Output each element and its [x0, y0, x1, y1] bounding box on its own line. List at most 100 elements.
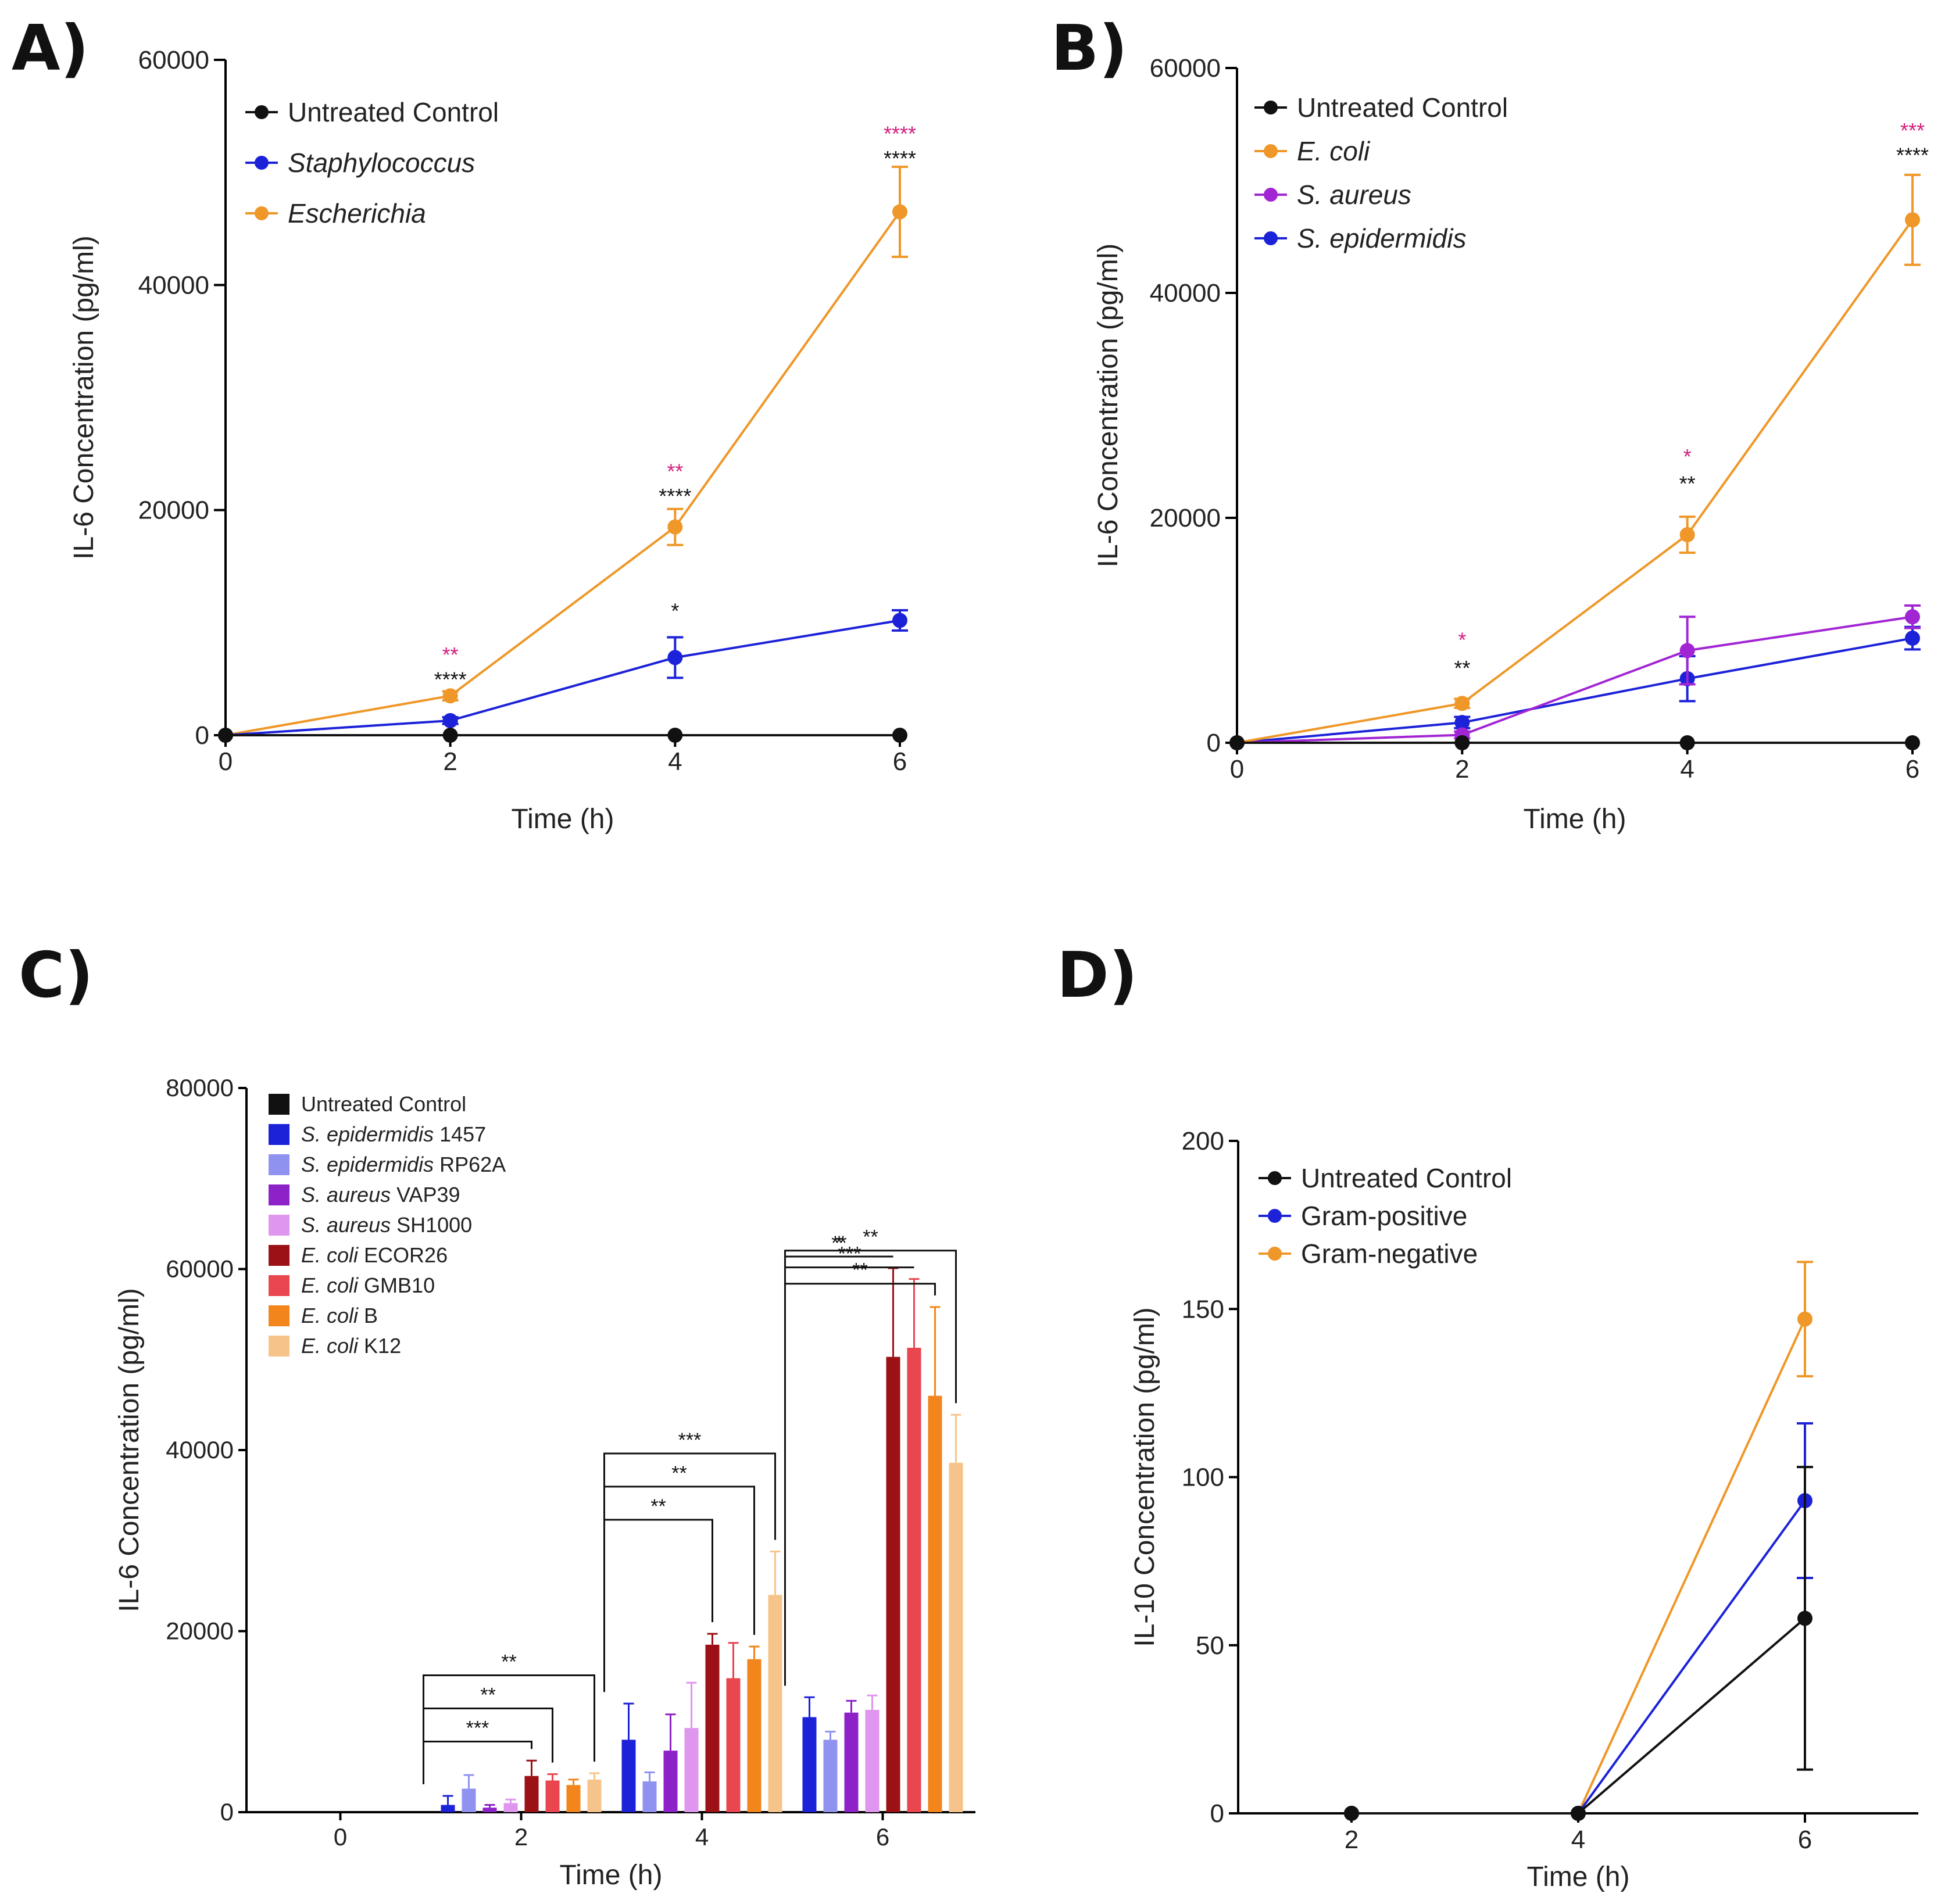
y-tick-label: 100 [1182, 1463, 1224, 1492]
significance-marker: ** [671, 1462, 687, 1484]
data-point [892, 613, 907, 628]
data-point [1679, 735, 1695, 750]
legend-strain: 1457 [434, 1122, 486, 1146]
panel-letter: A) [12, 12, 89, 85]
bar [747, 1659, 762, 1812]
significance-marker: ** [442, 643, 459, 667]
x-tick-label: 4 [695, 1823, 709, 1851]
x-tick-label: 0 [334, 1823, 347, 1851]
x-tick-label: 0 [1230, 755, 1244, 783]
data-point [667, 519, 683, 535]
series-bars-5 [524, 1267, 900, 1812]
y-tick-label: 40000 [1150, 279, 1221, 307]
bar [768, 1595, 782, 1812]
legend-label: S. epidermidis RP62A [301, 1153, 506, 1176]
x-axis-label: Time (h) [1527, 1862, 1630, 1892]
bar [705, 1644, 720, 1812]
panel-d-chart: D) 0 50 100 150 200 2 4 6 Time (h) IL-10 Concentra… [1057, 939, 1918, 1892]
significance-marker: ** [863, 1226, 878, 1248]
legend-label: Gram-negative [1301, 1239, 1478, 1269]
significance-marker: ** [501, 1651, 516, 1673]
bar [462, 1788, 476, 1812]
significance-marker: ** [650, 1495, 666, 1518]
series-line [1236, 219, 1914, 744]
series-line [1236, 637, 1913, 744]
significance-marker: ** [1679, 472, 1696, 496]
panel-letter: D) [1057, 939, 1138, 1012]
legend-swatch [269, 1275, 289, 1296]
series-line [1352, 1617, 1806, 1814]
data-point [442, 713, 458, 728]
series-line [225, 619, 900, 736]
data-point [667, 650, 683, 665]
y-tick-label: 60000 [1150, 54, 1221, 83]
bar [802, 1717, 817, 1812]
bar [441, 1805, 455, 1812]
legend-marker [255, 206, 269, 220]
legend-species: E. coli [301, 1334, 359, 1358]
bar [642, 1781, 657, 1812]
significance-marker: * [671, 599, 679, 623]
legend-label: S. aureus SH1000 [301, 1213, 472, 1237]
y-tick-label: 150 [1182, 1295, 1224, 1323]
legend-marker [1264, 101, 1278, 114]
panel-letter: C) [19, 939, 94, 1012]
legend-species: E. coli [301, 1273, 359, 1297]
legend-strain: B [358, 1304, 378, 1327]
legend-marker [255, 156, 269, 170]
bar [907, 1348, 921, 1812]
significance-bracket [423, 1741, 532, 1784]
legend-species: S. epidermidis [301, 1122, 434, 1146]
y-tick-label: 60000 [138, 46, 209, 74]
series-untreated-control [1344, 1466, 1813, 1821]
legend-marker [1264, 188, 1278, 202]
x-tick-label: 6 [1905, 755, 1919, 783]
significance-bracket [603, 1519, 713, 1692]
series-bars-4 [503, 1681, 880, 1812]
y-axis-label: IL-6 Concentration (pg/ml) [1093, 244, 1124, 568]
bar [726, 1678, 741, 1812]
significance-bracket [784, 1255, 893, 1686]
significance-bracket [603, 1486, 755, 1692]
data-point [892, 728, 907, 743]
y-tick-label: 0 [195, 721, 209, 750]
legend-strain: SH1000 [391, 1213, 472, 1237]
legend-swatch [269, 1305, 289, 1326]
data-point [1905, 609, 1920, 625]
significance-marker: *** [466, 1717, 489, 1740]
legend-marker [1264, 231, 1278, 245]
significance-bracket [784, 1255, 893, 1686]
legend-swatch [269, 1124, 289, 1145]
legend-label: S. aureus [1297, 180, 1411, 210]
legend-strain: K12 [358, 1334, 401, 1358]
data-point [1797, 1610, 1812, 1626]
data-point [1679, 643, 1695, 658]
y-tick-label: 20000 [1150, 504, 1221, 532]
x-tick-label: 6 [1798, 1826, 1812, 1854]
series-bars-2 [462, 1730, 838, 1812]
bar [844, 1712, 859, 1812]
data-point [218, 728, 233, 743]
legend-swatch [269, 1215, 289, 1236]
significance-marker: *** [838, 1243, 861, 1265]
x-tick-label: 6 [893, 747, 907, 776]
data-point [1905, 631, 1920, 646]
y-tick-label: 80000 [166, 1074, 234, 1101]
x-tick-label: 2 [1345, 1826, 1358, 1854]
bar [587, 1779, 602, 1812]
y-axis-label: IL-6 Concentration (pg/ml) [114, 1288, 145, 1612]
legend-label: E. coli GMB10 [301, 1273, 435, 1297]
x-tick-label: 4 [1571, 1826, 1585, 1854]
y-tick-label: 200 [1182, 1127, 1224, 1155]
significance-marker: ** [667, 459, 683, 483]
significance-marker: **** [434, 668, 467, 692]
panel-c-chart: C) 0 20000 40000 60000 80000 0 2 4 6 Time (h) IL-6 … [19, 939, 975, 1891]
y-tick-label: 40000 [166, 1436, 234, 1463]
x-axis-label: Time (h) [560, 1860, 663, 1891]
series-untreated-control [218, 728, 907, 743]
legend-strain: GMB10 [358, 1273, 435, 1297]
series-gram-positive [1344, 1422, 1813, 1821]
legend-label: Staphylococcus [288, 148, 475, 178]
y-axis-label: IL-6 Concentration (pg/ml) [69, 235, 99, 560]
y-tick-label: 0 [1210, 1799, 1224, 1828]
